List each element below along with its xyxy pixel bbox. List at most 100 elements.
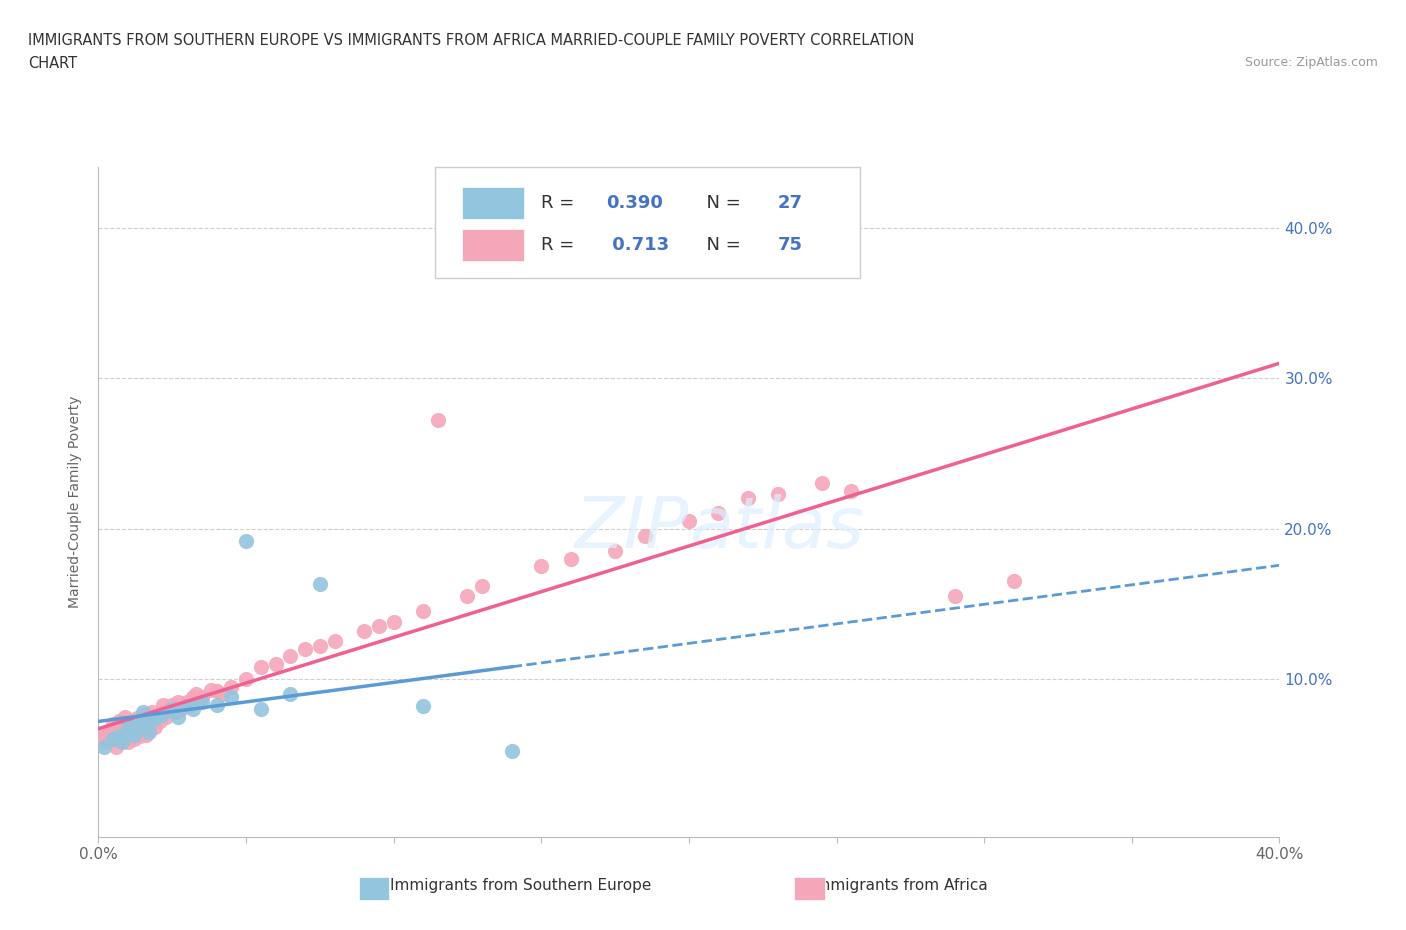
Point xyxy=(810,476,832,491)
Text: ZIP: ZIP xyxy=(575,495,689,564)
Point xyxy=(176,694,198,709)
Point xyxy=(235,533,257,548)
Point xyxy=(184,686,207,701)
Bar xyxy=(463,229,523,261)
Point xyxy=(309,639,332,654)
Point xyxy=(841,484,863,498)
Point xyxy=(108,729,131,744)
FancyBboxPatch shape xyxy=(434,167,860,278)
Point xyxy=(471,578,494,593)
Point xyxy=(93,739,115,754)
Point xyxy=(108,724,131,739)
Point xyxy=(132,705,155,720)
Point xyxy=(93,727,115,742)
Point xyxy=(141,712,163,727)
Point xyxy=(181,690,204,705)
Point xyxy=(412,604,434,618)
Point xyxy=(191,690,214,705)
Point xyxy=(530,559,553,574)
Point xyxy=(152,698,174,712)
Point xyxy=(114,729,136,744)
Point xyxy=(165,705,187,720)
Point xyxy=(211,686,233,701)
Point xyxy=(111,720,134,735)
Point xyxy=(152,706,174,721)
Point xyxy=(120,713,142,728)
Point xyxy=(152,705,174,720)
Point xyxy=(205,684,228,698)
Point xyxy=(141,705,163,720)
Point xyxy=(278,686,302,701)
Point xyxy=(120,724,142,739)
Text: N =: N = xyxy=(695,193,747,212)
Point xyxy=(264,657,287,671)
Point xyxy=(117,720,139,735)
Point xyxy=(323,634,346,649)
Point xyxy=(90,732,112,747)
Point xyxy=(128,713,150,728)
Point xyxy=(98,724,121,739)
Text: 75: 75 xyxy=(778,236,803,254)
Point xyxy=(128,729,150,744)
Point xyxy=(122,717,145,732)
Point xyxy=(219,690,242,705)
Point xyxy=(427,413,450,428)
Point xyxy=(181,701,204,716)
Text: Immigrants from Africa: Immigrants from Africa xyxy=(811,878,988,893)
Y-axis label: Married-Couple Family Poverty: Married-Couple Family Poverty xyxy=(69,396,83,608)
Point xyxy=(138,720,160,735)
Point xyxy=(353,623,375,638)
Point xyxy=(250,659,273,674)
Point xyxy=(205,698,228,712)
Point xyxy=(117,717,139,732)
Point xyxy=(103,732,125,747)
Point xyxy=(278,649,302,664)
Text: 0.713: 0.713 xyxy=(606,236,669,254)
Point xyxy=(105,739,128,754)
Point xyxy=(200,682,222,697)
Point xyxy=(103,717,125,732)
Point xyxy=(132,720,155,735)
Text: 0.390: 0.390 xyxy=(606,193,664,212)
Text: 27: 27 xyxy=(778,193,803,212)
Point xyxy=(176,698,198,713)
Point xyxy=(103,732,125,747)
Point xyxy=(122,732,145,747)
Point xyxy=(138,724,160,739)
Point xyxy=(122,727,145,742)
Point xyxy=(633,528,655,543)
Text: Immigrants from Southern Europe: Immigrants from Southern Europe xyxy=(389,878,651,893)
Point xyxy=(501,744,523,759)
Point xyxy=(707,506,730,521)
Point xyxy=(135,727,157,742)
Text: R =: R = xyxy=(541,193,581,212)
Text: R =: R = xyxy=(541,236,581,254)
Point xyxy=(678,513,700,528)
Text: IMMIGRANTS FROM SOUTHERN EUROPE VS IMMIGRANTS FROM AFRICA MARRIED-COUPLE FAMILY : IMMIGRANTS FROM SOUTHERN EUROPE VS IMMIG… xyxy=(28,33,914,47)
Point xyxy=(108,713,131,728)
Point xyxy=(235,671,257,686)
Point xyxy=(135,712,157,727)
Point xyxy=(382,615,405,630)
Point xyxy=(146,710,169,724)
Point xyxy=(125,711,148,725)
Point xyxy=(114,710,136,724)
Point xyxy=(737,491,759,506)
Point xyxy=(132,708,155,723)
Text: CHART: CHART xyxy=(28,56,77,71)
Point xyxy=(117,735,139,750)
Point xyxy=(125,720,148,735)
Point xyxy=(167,694,190,709)
Text: Source: ZipAtlas.com: Source: ZipAtlas.com xyxy=(1244,56,1378,69)
Point xyxy=(560,551,582,566)
Point xyxy=(125,724,148,739)
Point xyxy=(766,486,789,501)
Point xyxy=(157,701,180,716)
Point xyxy=(117,724,139,739)
Point xyxy=(412,698,434,713)
Point xyxy=(368,618,391,633)
Point xyxy=(143,720,166,735)
Point xyxy=(605,544,627,559)
Point xyxy=(155,710,177,724)
Point xyxy=(170,701,193,716)
